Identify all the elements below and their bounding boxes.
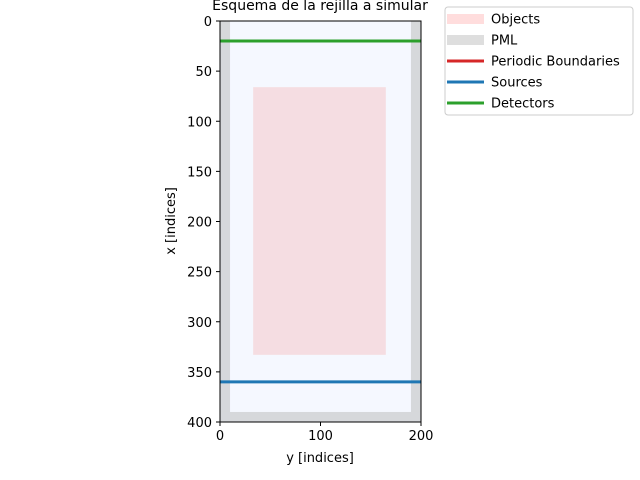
legend-label-sources: Sources — [491, 76, 543, 91]
legend-frame — [444, 6, 634, 116]
x-axis-label: y [indices] — [286, 451, 354, 466]
legend-label-objects: Objects — [491, 13, 540, 28]
x-tick-label: 0 — [216, 429, 224, 444]
pml-region-0 — [220, 21, 231, 422]
plot-area — [220, 21, 421, 422]
y-tick-label: 300 — [187, 316, 212, 331]
pml-region-2 — [220, 411, 421, 422]
legend-swatch-objects — [447, 14, 484, 24]
y-tick-label: 200 — [187, 216, 212, 231]
x-tick-label: 100 — [308, 429, 333, 444]
y-tick-label: 50 — [195, 65, 212, 80]
legend-label-periodic-boundaries: Periodic Boundaries — [491, 55, 620, 70]
objects-region-0 — [253, 87, 386, 355]
axes: 0 100 200 0 50 100 150 200 250 300 350 400 — [187, 15, 433, 444]
y-tick-label: 250 — [187, 266, 212, 281]
y-tick-label: 350 — [187, 366, 212, 381]
legend-label-pml: PML — [491, 34, 518, 49]
y-tick-label: 0 — [204, 15, 212, 30]
chart-title: Esquema de la rejilla a simular — [212, 0, 428, 14]
y-axis-label: x [indices] — [164, 187, 179, 255]
y-tick-label: 150 — [187, 165, 212, 180]
x-tick-label: 200 — [409, 429, 434, 444]
y-tick-label: 100 — [187, 115, 212, 130]
legend-label-detectors: Detectors — [491, 97, 555, 112]
legend: Objects PML Periodic Boundaries Sources Dete… — [444, 6, 634, 116]
pml-region-1 — [410, 21, 421, 422]
legend-swatch-pml — [447, 35, 484, 45]
y-tick-label: 400 — [187, 416, 212, 431]
